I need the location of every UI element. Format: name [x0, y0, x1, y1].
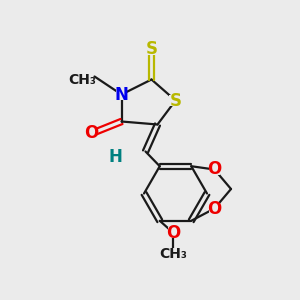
- Text: O: O: [207, 200, 222, 217]
- Text: S: S: [169, 92, 181, 110]
- FancyBboxPatch shape: [116, 89, 127, 100]
- FancyBboxPatch shape: [209, 203, 220, 214]
- Text: O: O: [207, 160, 222, 178]
- FancyBboxPatch shape: [110, 152, 121, 163]
- Text: O: O: [84, 124, 99, 142]
- FancyBboxPatch shape: [168, 227, 179, 238]
- FancyBboxPatch shape: [146, 44, 158, 55]
- FancyBboxPatch shape: [164, 248, 183, 260]
- Text: CH₃: CH₃: [159, 247, 187, 261]
- FancyBboxPatch shape: [169, 95, 181, 106]
- Text: H: H: [109, 148, 122, 166]
- FancyBboxPatch shape: [73, 74, 92, 85]
- Text: N: N: [115, 85, 128, 103]
- FancyBboxPatch shape: [209, 164, 220, 175]
- Text: O: O: [166, 224, 180, 242]
- Text: CH₃: CH₃: [69, 73, 96, 86]
- FancyBboxPatch shape: [86, 128, 97, 139]
- Text: S: S: [146, 40, 158, 58]
